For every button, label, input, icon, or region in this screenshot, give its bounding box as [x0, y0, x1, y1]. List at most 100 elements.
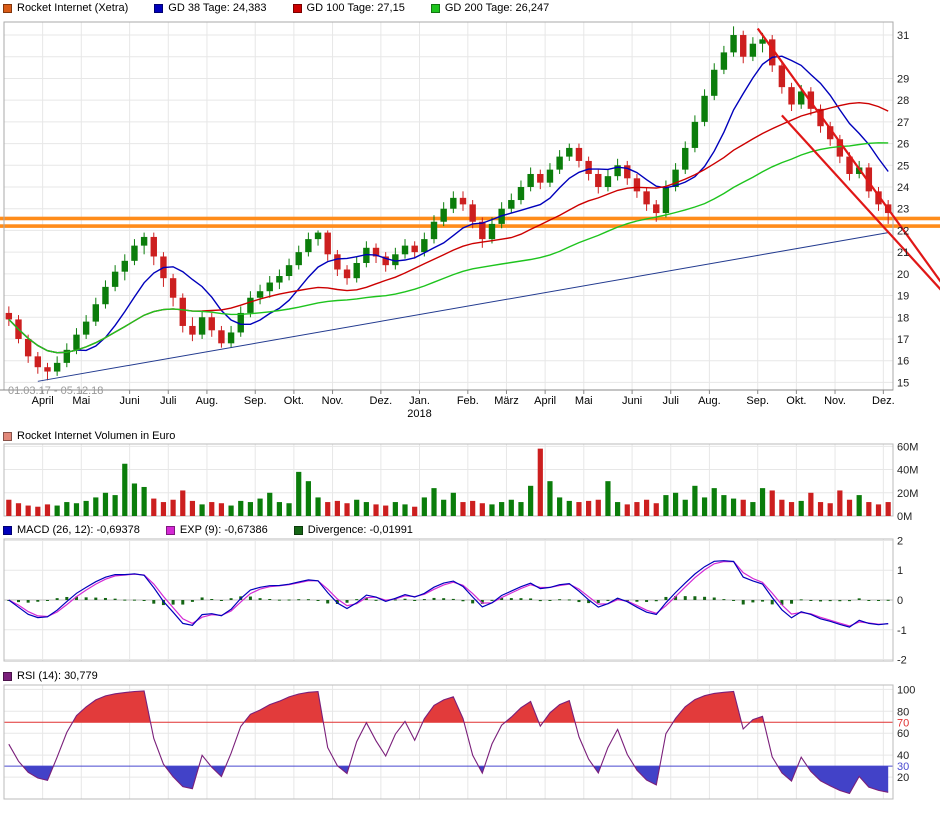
- price-axis-label: 23: [897, 204, 909, 216]
- gd38-swatch: [154, 3, 164, 13]
- price-axis-label: 18: [897, 312, 909, 324]
- resistance-trendline: [756, 27, 940, 283]
- legend-item-gd200: GD 200 Tage: 26,247: [430, 2, 550, 14]
- date-range-label: 01.03.17 - 05.12.18: [8, 385, 103, 397]
- gd200-label: GD 200 Tage: 26,247: [444, 2, 550, 14]
- month-label: Juli: [160, 395, 177, 407]
- candles: [5, 26, 892, 381]
- rsi-swatch: [3, 671, 12, 681]
- price-axis-label: 24: [897, 182, 909, 194]
- price-axis-label: 22: [897, 225, 909, 237]
- price-axis-label: 20: [897, 269, 909, 281]
- rsi-label: RSI (14): 30,779: [17, 670, 98, 682]
- macd-axis-label: 2: [897, 537, 903, 547]
- volume-chart: 60M 40M 20M 0M: [3, 442, 918, 522]
- exp-label: EXP (9): -0,67386: [179, 524, 268, 536]
- month-label: Okt.: [786, 395, 806, 407]
- rsi-legend: RSI (14): 30,779: [3, 670, 98, 682]
- macd-swatch: [3, 525, 12, 535]
- signal-line: [8, 560, 889, 627]
- rsi-axis-label: 70: [897, 717, 909, 729]
- month-label: Dez.: [370, 395, 393, 407]
- legend-item-divergence: Divergence: -0,01991: [293, 524, 413, 536]
- legend-item-volume: Rocket Internet Volumen in Euro: [3, 430, 175, 442]
- volume-label: Rocket Internet Volumen in Euro: [17, 430, 176, 442]
- price-axis-label: 17: [897, 334, 909, 346]
- month-label: Juli: [662, 395, 679, 407]
- price-series-label: Rocket Internet (Xetra): [17, 2, 129, 14]
- month-label: April: [32, 395, 54, 407]
- rsi-axis-label: 20: [897, 772, 909, 784]
- exp-swatch: [165, 525, 175, 535]
- rsi-axis-label: 30: [897, 761, 909, 773]
- month-label: Juni: [120, 395, 140, 407]
- month-label: März: [494, 395, 518, 407]
- price-axis-label: 21: [897, 247, 909, 259]
- price-series-swatch: [3, 3, 12, 13]
- price-axis-label: 31: [897, 30, 909, 42]
- gd100-label: GD 100 Tage: 27,15: [306, 2, 405, 14]
- gd100-swatch: [292, 3, 302, 13]
- price-axis-label: 27: [897, 117, 909, 129]
- macd-axis-label: -2: [897, 655, 907, 667]
- macd-legend: MACD (26, 12): -0,69378 EXP (9): -0,6738…: [3, 524, 413, 536]
- legend-item-exp: EXP (9): -0,67386: [165, 524, 268, 536]
- rsi-overbought-fill: [72, 691, 764, 723]
- macd-axis-label: 0: [897, 595, 903, 607]
- month-label: Jan.: [409, 395, 430, 407]
- month-label: Juni: [622, 395, 642, 407]
- price-axis-label: 25: [897, 160, 909, 172]
- volume-bars: [6, 448, 891, 516]
- month-label: Nov.: [322, 395, 344, 407]
- volume-axis-label: 40M: [897, 465, 918, 477]
- month-label: Feb.: [457, 395, 479, 407]
- macd-axis-label: 1: [897, 565, 903, 577]
- month-label: Okt.: [284, 395, 304, 407]
- legend-item-rsi: RSI (14): 30,779: [3, 670, 98, 682]
- ma-line-gd200: [8, 142, 889, 354]
- legend-item-price: Rocket Internet (Xetra): [3, 2, 128, 14]
- main-chart-legend: Rocket Internet (Xetra) GD 38 Tage: 24,3…: [3, 2, 549, 14]
- volume-axis-label: 0M: [897, 511, 912, 522]
- month-label: Mai: [575, 395, 593, 407]
- gd200-swatch: [430, 3, 440, 13]
- rsi-axis-label: 100: [897, 684, 915, 696]
- volume-axis-label: 60M: [897, 442, 918, 453]
- price-axis-label: 26: [897, 139, 909, 151]
- volume-legend: Rocket Internet Volumen in Euro: [3, 430, 175, 442]
- macd-label: MACD (26, 12): -0,69378: [17, 524, 140, 536]
- divergence-label: Divergence: -0,01991: [307, 524, 413, 536]
- price-axis-label: 19: [897, 291, 909, 303]
- support-band: [0, 224, 940, 228]
- year-label: 2018: [407, 408, 431, 420]
- macd-axis-label: -1: [897, 625, 907, 637]
- main-price-chart: 31 29 28 27 26 25 24 23 22 21 20 19 18 17 16 15 April Mai…: [0, 21, 940, 420]
- resistance-trendline: [781, 114, 940, 291]
- rsi-axis-label: 40: [897, 750, 909, 762]
- price-axis-label: 15: [897, 377, 909, 389]
- legend-item-gd100: GD 100 Tage: 27,15: [292, 2, 405, 14]
- gd38-label: GD 38 Tage: 24,383: [168, 2, 267, 14]
- macd-line: [8, 560, 889, 628]
- month-label: Mai: [72, 395, 90, 407]
- support-trendline: [37, 232, 889, 382]
- price-axis-label: 29: [897, 73, 909, 85]
- volume-axis-label: 20M: [897, 488, 918, 500]
- month-label: Sep.: [746, 395, 769, 407]
- month-label: Sep.: [244, 395, 267, 407]
- rsi-axis-label: 60: [897, 728, 909, 740]
- legend-item-gd38: GD 38 Tage: 24,383: [154, 2, 267, 14]
- month-label: Nov.: [824, 395, 846, 407]
- price-axis-label: 28: [897, 95, 909, 107]
- price-axis-label: 16: [897, 356, 909, 368]
- volume-swatch: [3, 431, 12, 441]
- ma-line-gd38: [8, 55, 889, 354]
- rsi-axis-label: 80: [897, 706, 909, 718]
- legend-item-macd: MACD (26, 12): -0,69378: [3, 524, 140, 536]
- month-label: April: [534, 395, 556, 407]
- month-label: Aug.: [196, 395, 219, 407]
- month-label: Aug.: [698, 395, 721, 407]
- month-label: Dez.: [872, 395, 895, 407]
